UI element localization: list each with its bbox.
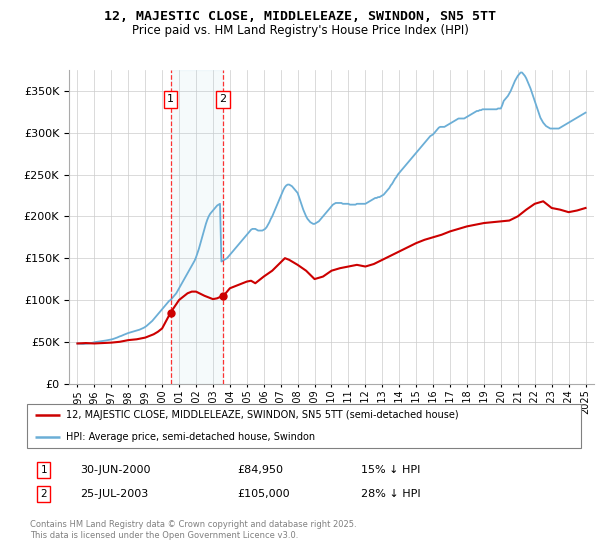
Text: 12, MAJESTIC CLOSE, MIDDLELEAZE, SWINDON, SN5 5TT: 12, MAJESTIC CLOSE, MIDDLELEAZE, SWINDON…: [104, 10, 496, 23]
Text: 2: 2: [219, 94, 226, 104]
Text: 1: 1: [40, 465, 47, 475]
Text: Price paid vs. HM Land Registry's House Price Index (HPI): Price paid vs. HM Land Registry's House …: [131, 24, 469, 36]
Text: 12, MAJESTIC CLOSE, MIDDLELEAZE, SWINDON, SN5 5TT (semi-detached house): 12, MAJESTIC CLOSE, MIDDLELEAZE, SWINDON…: [66, 410, 459, 420]
Text: Contains HM Land Registry data © Crown copyright and database right 2025.
This d: Contains HM Land Registry data © Crown c…: [29, 520, 356, 540]
Text: 30-JUN-2000: 30-JUN-2000: [80, 465, 151, 475]
Text: 28% ↓ HPI: 28% ↓ HPI: [361, 489, 420, 499]
Bar: [170, 70, 223, 384]
Text: 15% ↓ HPI: 15% ↓ HPI: [361, 465, 420, 475]
Text: £105,000: £105,000: [237, 489, 290, 499]
FancyBboxPatch shape: [27, 404, 581, 449]
Text: 1: 1: [167, 94, 174, 104]
Text: HPI: Average price, semi-detached house, Swindon: HPI: Average price, semi-detached house,…: [66, 432, 315, 442]
Text: 25-JUL-2003: 25-JUL-2003: [80, 489, 148, 499]
Text: £84,950: £84,950: [237, 465, 283, 475]
Text: 2: 2: [40, 489, 47, 499]
